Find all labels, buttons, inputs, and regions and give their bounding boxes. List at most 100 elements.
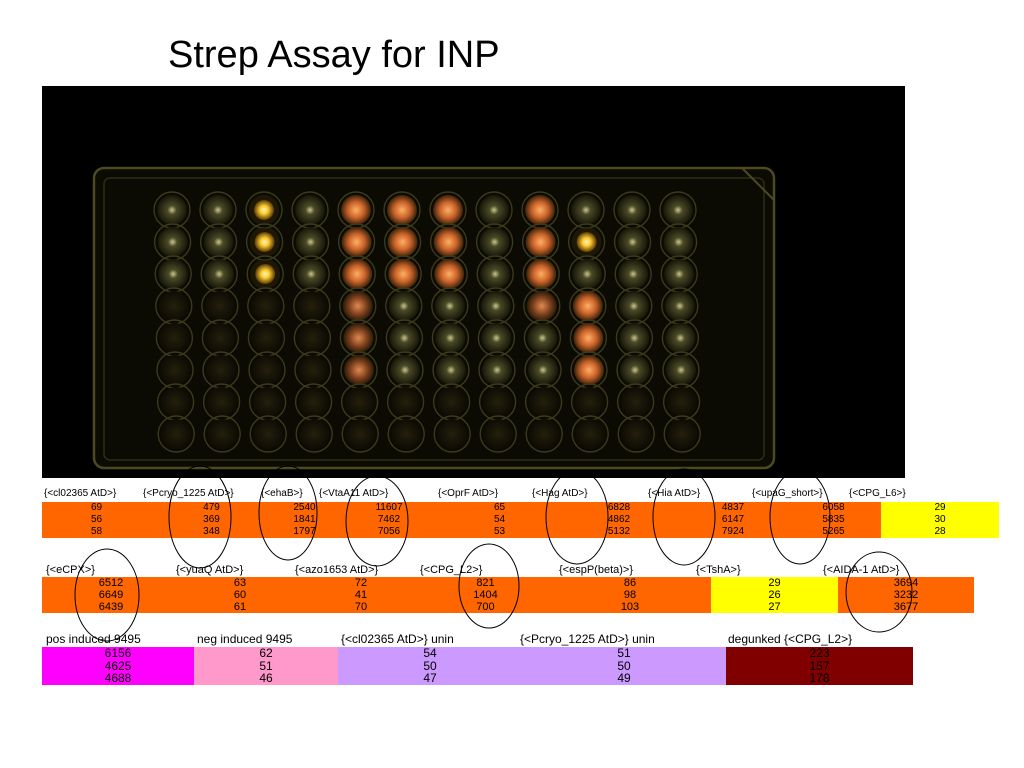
well	[479, 195, 509, 225]
table-cell: 4688	[42, 672, 194, 685]
well	[571, 195, 601, 225]
well	[434, 291, 465, 321]
table-row: 4688 46 47 49 178	[42, 672, 913, 685]
table-cell: 2540	[272, 502, 337, 514]
table-3-header-cell: pos induced 9495	[46, 632, 141, 646]
well	[388, 259, 419, 289]
table-cell: 98	[549, 589, 711, 601]
well	[666, 387, 697, 417]
table-cell: 5835	[786, 514, 881, 526]
well	[572, 259, 603, 289]
well	[296, 259, 327, 289]
table-cell: 821	[422, 577, 549, 589]
table-2-header-cell: {<yuaQ AtD>}	[176, 564, 244, 576]
well	[618, 259, 649, 289]
table-cell: 103	[549, 601, 711, 613]
table-cell: 700	[422, 601, 549, 613]
well	[298, 387, 329, 417]
well	[572, 291, 603, 321]
table-cell: 5132	[558, 526, 680, 538]
well	[666, 355, 696, 385]
well	[481, 323, 512, 353]
table-cell: 479	[151, 502, 272, 514]
well	[621, 419, 652, 449]
well-rim	[157, 415, 195, 453]
well	[299, 419, 330, 449]
well	[295, 195, 325, 225]
well-rim	[571, 415, 609, 453]
table-row: 69 479 2540 11607 65 6828 4837 6058 29	[42, 502, 999, 514]
table-cell: 26	[711, 589, 838, 601]
well	[527, 323, 558, 353]
table-cell: 86	[549, 577, 711, 589]
well	[663, 227, 694, 257]
well	[160, 355, 190, 385]
table-1-header-cell: {<OprF AtD>}	[438, 488, 499, 499]
table-2-header-cell: {<azo1653 AtD>}	[295, 564, 379, 576]
well	[250, 291, 281, 321]
well	[574, 387, 605, 417]
well	[574, 355, 604, 385]
table-cell: 7462	[337, 514, 441, 526]
table-cell: 54	[338, 647, 522, 660]
well	[160, 387, 191, 417]
well	[157, 195, 187, 225]
table-cell: 47	[338, 672, 522, 685]
well	[480, 259, 511, 289]
table-3-body: 6156 62 54 51 223 4625 51 50 50 157 4688 46 47 49 178	[42, 647, 913, 685]
well	[204, 259, 235, 289]
table-cell: 3232	[838, 589, 974, 601]
table-cell: 1797	[272, 526, 337, 538]
well	[437, 419, 468, 449]
table-cell: 3694	[838, 577, 974, 589]
well	[254, 232, 275, 252]
well	[525, 227, 556, 257]
table-cell: 60	[180, 589, 300, 601]
table-row: 6512 63 72 821 86 29 3694	[42, 577, 974, 589]
well	[251, 323, 282, 353]
table-cell: 56	[42, 514, 151, 526]
well	[297, 323, 328, 353]
well	[619, 323, 650, 353]
table-1-header-cell: {<Hag AtD>}	[532, 488, 588, 499]
table-2: {<eCPX>} {<yuaQ AtD>} {<azo1653 AtD>} {<…	[42, 564, 974, 613]
table-3-header-cell: {<Pcryo_1225 AtD>} unin	[520, 632, 655, 646]
table-2-header: {<eCPX>} {<yuaQ AtD>} {<azo1653 AtD>} {<…	[42, 564, 974, 577]
well	[161, 419, 192, 449]
well	[295, 227, 326, 257]
table-2-header-cell: {<AIDA-1 AtD>}	[823, 564, 900, 576]
well	[528, 355, 558, 385]
well	[482, 387, 513, 417]
well-rim	[387, 415, 425, 453]
well-rim	[249, 415, 287, 453]
table-3: pos induced 9495 neg induced 9495 {<cl02…	[42, 632, 913, 685]
well	[390, 387, 421, 417]
table-row: 56 369 1841 7462 54 4862 6147 5835 30	[42, 514, 999, 526]
table-1-header-cell: {<CPG_L6>}	[849, 488, 906, 499]
table-cell: 50	[522, 659, 726, 672]
table-cell: 46	[194, 672, 338, 685]
well	[391, 419, 422, 449]
table-cell: 6058	[786, 502, 881, 514]
table-3-header-cell: {<cl02365 AtD>} unin	[341, 632, 454, 646]
well-rim	[433, 415, 471, 453]
well	[255, 264, 276, 284]
well	[341, 195, 371, 225]
well	[482, 355, 512, 385]
slide-title: Strep Assay for INP	[168, 34, 500, 76]
well-rim	[525, 415, 563, 453]
well	[575, 419, 606, 449]
table-cell: 223	[726, 647, 913, 660]
well	[389, 323, 420, 353]
well	[387, 195, 417, 225]
table-cell: 1404	[422, 589, 549, 601]
well	[158, 259, 189, 289]
table-cell: 28	[881, 526, 999, 538]
well	[483, 419, 514, 449]
well	[526, 291, 557, 321]
table-cell: 348	[151, 526, 272, 538]
well	[479, 227, 510, 257]
table-1-header-cell: {<ehaB>}	[261, 488, 303, 499]
table-row: 6156 62 54 51 223	[42, 647, 913, 660]
well	[206, 387, 237, 417]
